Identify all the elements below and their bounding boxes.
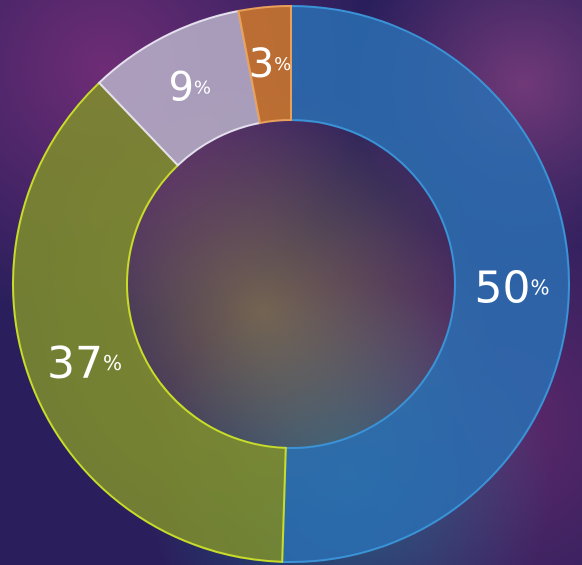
donut-slice-3 bbox=[237, 4, 292, 125]
donut-labels: 50%37%9%3% bbox=[47, 41, 549, 388]
slice-value-3: 3 bbox=[249, 41, 274, 87]
slice-unit-9: % bbox=[194, 77, 211, 98]
slice-label-37: 37% bbox=[47, 337, 122, 388]
slice-unit-50: % bbox=[530, 276, 549, 300]
slice-value-50: 50 bbox=[474, 262, 530, 313]
slice-label-3: 3% bbox=[249, 41, 292, 87]
donut-slice-37 bbox=[12, 81, 287, 563]
donut-slices bbox=[12, 4, 570, 563]
slice-value-9: 9 bbox=[168, 65, 193, 111]
slice-unit-37: % bbox=[103, 351, 122, 375]
slice-label-50: 50% bbox=[474, 262, 549, 313]
donut-slice-50 bbox=[281, 4, 570, 563]
slice-unit-3: % bbox=[274, 54, 291, 75]
slice-label-9: 9% bbox=[168, 65, 211, 111]
slice-value-37: 37 bbox=[47, 337, 103, 388]
